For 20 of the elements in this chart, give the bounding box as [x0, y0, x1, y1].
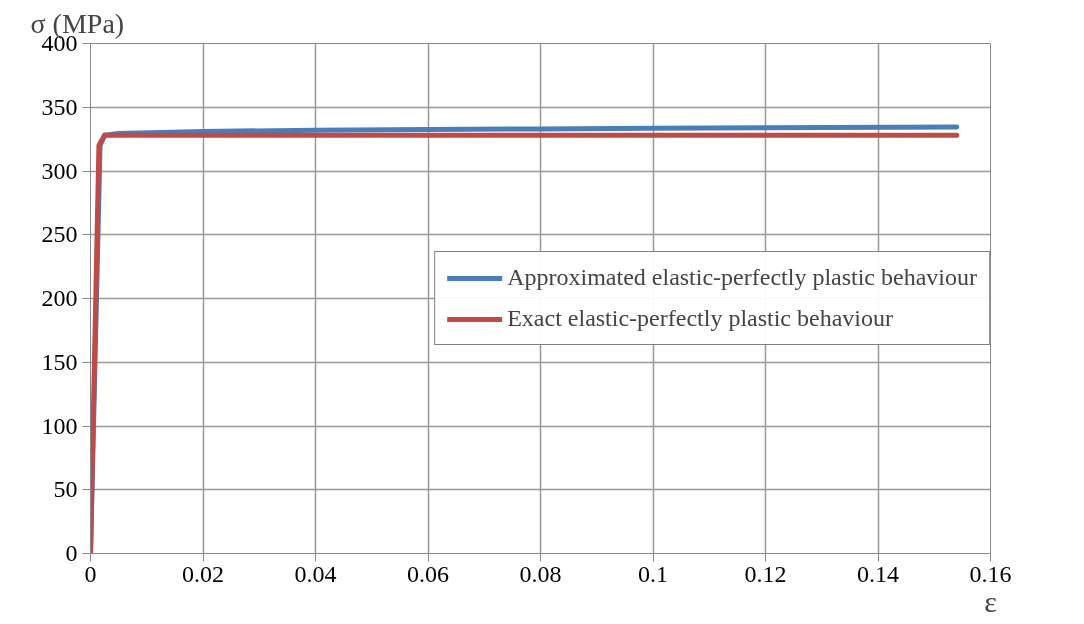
x-tick-label: 0.16 [969, 560, 1012, 587]
y-tick-label: 350 [41, 93, 78, 120]
y-tick-label: 0 [65, 540, 78, 566]
legend-label: Approximated elastic-perfectly plastic behaviour [507, 264, 977, 291]
x-tick-label: 0.12 [744, 560, 787, 587]
y-tick-label: 300 [41, 157, 78, 184]
y-tick-label: 150 [41, 348, 78, 375]
x-tick-label: 0.1 [638, 560, 668, 587]
x-axis-title: ε [984, 584, 997, 618]
x-tick-label: 0.14 [857, 560, 899, 587]
x-tick-label: 0.06 [407, 560, 449, 587]
y-tick-label: 50 [53, 476, 78, 503]
x-tick-label: 0.02 [182, 560, 224, 587]
y-tick-label: 250 [41, 221, 78, 248]
x-tick-label: 0 [84, 560, 97, 587]
legend-label: Exact elastic-perfectly plastic behaviour [507, 305, 893, 332]
y-tick-label: 100 [41, 412, 78, 439]
x-tick-label: 0.08 [519, 560, 562, 587]
x-tick-label: 0.04 [294, 560, 337, 587]
y-tick-label: 200 [41, 285, 78, 311]
